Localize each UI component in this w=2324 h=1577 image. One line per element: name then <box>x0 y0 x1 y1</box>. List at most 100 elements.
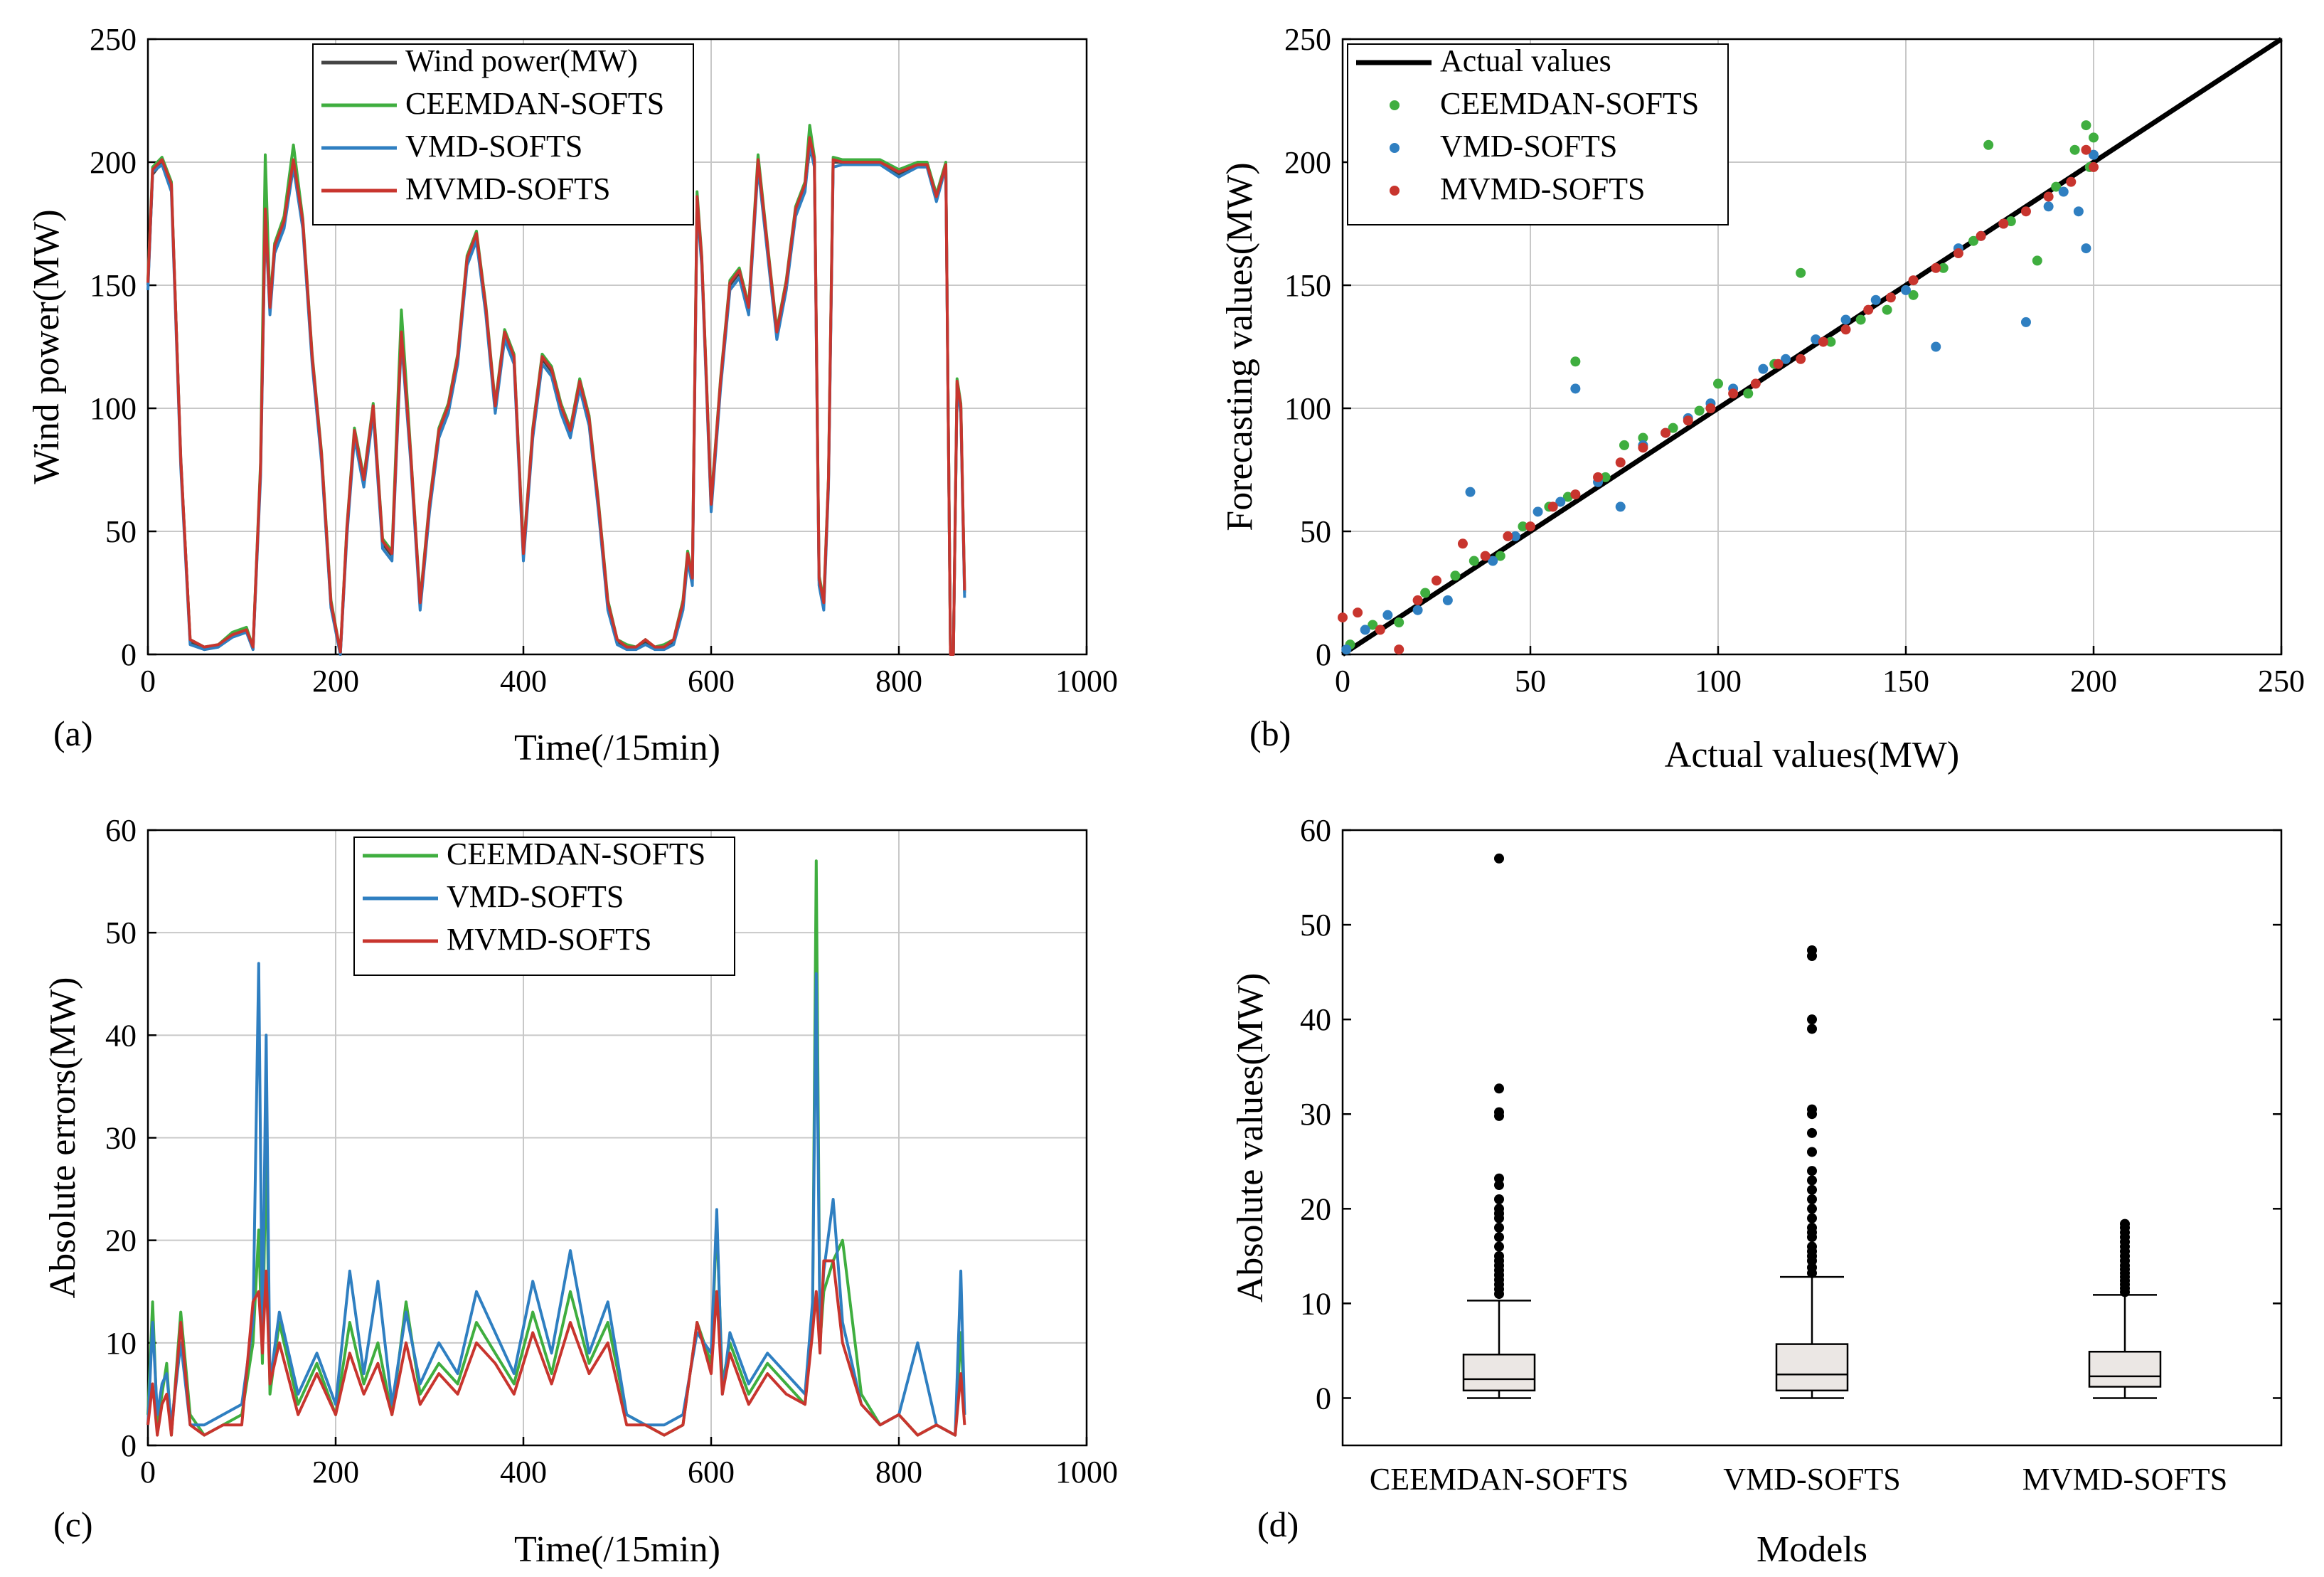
panel-b-y-axis-title: Forecasting values(MW) <box>1220 162 1260 531</box>
panel-b-point-vmd-23 <box>1901 285 1911 295</box>
panel-b-scatter: 0 50 100 150 200 250 0 50 100 150 200 250 Actual val… <box>1220 22 2305 775</box>
panel-b-point-ceemdan-15 <box>1694 405 1705 416</box>
panel-b-point-ceemdan-12 <box>1619 440 1629 450</box>
panel-a-x-axis-title: Time(/15min) <box>514 728 720 768</box>
panel-b-point-ceemdan-1 <box>1368 620 1378 630</box>
panel-d-box-1 <box>1775 1343 1849 1392</box>
panel-b-point-ceemdan-26 <box>1983 139 1994 150</box>
panel-a-letter: (a) <box>53 713 93 753</box>
panel-b-point-mvmd-20 <box>1773 359 1784 369</box>
panel-c-xtick-label-3: 600 <box>688 1455 735 1490</box>
panel-b-frame <box>1341 38 2283 656</box>
panel-d-outlier-1-22 <box>1807 945 1817 956</box>
panel-d-boxplot: 0 10 20 30 40 50 60 CEEMDAN-SOFTS VMD-SOFTS MVMD-… <box>1230 813 2283 1570</box>
panel-b-point-ceemdan-29 <box>2051 181 2062 192</box>
panel-d-outlier-0-19 <box>1494 1107 1504 1117</box>
panel-b-point-mvmd-4 <box>1412 595 1423 605</box>
panel-d-y-axis-title: Absolute values(MW) <box>1230 973 1271 1303</box>
panel-b-xtick-label-4: 200 <box>2070 664 2117 699</box>
panel-a-legend-box <box>312 43 694 225</box>
panel-a-xtick-label-4: 800 <box>875 664 922 699</box>
panel-b-point-mvmd-12 <box>1593 472 1604 482</box>
panel-c-ytick-label-1: 10 <box>105 1326 137 1361</box>
panel-c-letter: (c) <box>53 1504 93 1544</box>
panel-d-outlier-1-20 <box>1807 1014 1817 1025</box>
panel-b-xtick-label-0: 0 <box>1335 664 1350 699</box>
panel-b-point-vmd-5 <box>1465 487 1476 497</box>
panel-a-wind-power: 0 200 400 600 800 1000 0 50 100 150 200 250 Time(/15… <box>26 22 1118 768</box>
panel-b-legend-label-2: VMD-SOFTS <box>1440 129 1617 164</box>
panel-b-ytick-label-0: 0 <box>1316 637 1331 672</box>
panel-b-point-ceemdan-10 <box>1570 356 1581 367</box>
panel-b-point-mvmd-7 <box>1480 551 1491 561</box>
panel-b-point-ceemdan-33 <box>2089 132 2099 143</box>
panel-a-series-mvmd <box>146 136 966 656</box>
panel-d-outlier-1-13 <box>1807 1175 1817 1186</box>
panel-b-point-mvmd-1 <box>1353 607 1363 618</box>
panel-b-point-ceemdan-19 <box>1796 267 1806 278</box>
panel-c-legend-label-2: MVMD-SOFTS <box>447 922 652 957</box>
panel-b-point-mvmd-25 <box>1885 292 1896 303</box>
panel-b-point-ceemdan-21 <box>1855 314 1866 325</box>
panel-b-point-mvmd-11 <box>1570 489 1581 500</box>
panel-b-point-ceemdan-9 <box>1562 492 1573 502</box>
panel-d-letter: (d) <box>1257 1504 1299 1544</box>
panel-d-outlier-0-21 <box>1494 853 1504 864</box>
panel-d-outlier-1-12 <box>1807 1184 1817 1195</box>
panel-d-outlier-1-18 <box>1807 1104 1817 1115</box>
panel-d-ytick-label-1: 10 <box>1300 1286 1331 1321</box>
panel-d-outlier-1-19 <box>1807 1024 1817 1034</box>
panel-b-point-mvmd-15 <box>1661 428 1671 438</box>
panel-b-point-ceemdan-31 <box>2081 120 2091 131</box>
panel-b-point-ceemdan-20 <box>1825 336 1836 347</box>
panel-b-point-mvmd-10 <box>1547 501 1558 512</box>
panel-b-point-mvmd-13 <box>1615 457 1626 468</box>
panel-d-outlier-0-9 <box>1494 1241 1504 1252</box>
panel-d-ytick-label-6: 60 <box>1300 813 1331 848</box>
panel-b-point-ceemdan-7 <box>1518 521 1528 532</box>
panel-b-point-vmd-12 <box>1615 501 1626 512</box>
panel-d-outlier-0-10 <box>1494 1232 1504 1243</box>
panel-d-outlier-0-8 <box>1494 1251 1504 1261</box>
panel-b-point-mvmd-8 <box>1503 531 1513 541</box>
panel-b-point-ceemdan-14 <box>1668 423 1678 433</box>
panel-a-xtick-label-5: 1000 <box>1055 664 1118 699</box>
panel-a-ytick-label-3: 150 <box>90 268 137 303</box>
panel-b-point-vmd-32 <box>2081 243 2091 254</box>
panel-b-point-ceemdan-25 <box>1968 235 1979 246</box>
panel-b-point-mvmd-28 <box>1953 248 1963 259</box>
panel-c-ytick-label-4: 40 <box>105 1018 137 1053</box>
panel-b-point-ceemdan-30 <box>2069 144 2080 155</box>
panel-c-xtick-label-1: 200 <box>312 1455 359 1490</box>
panel-d-outlier-1-8 <box>1807 1222 1817 1233</box>
panel-a-ytick-label-2: 100 <box>90 391 137 426</box>
panel-d-box-2 <box>2088 1351 2162 1388</box>
panel-b-point-mvmd-35 <box>2089 161 2099 172</box>
panel-a-legend-label-0: Wind power(MW) <box>405 43 638 78</box>
panel-d-outlier-1-5 <box>1807 1241 1817 1252</box>
panel-b-point-ceemdan-5 <box>1469 556 1479 566</box>
panel-b-point-vmd-2 <box>1382 610 1393 620</box>
panel-b-point-vmd-1 <box>1360 625 1370 635</box>
panel-b-point-mvmd-18 <box>1728 388 1739 399</box>
panel-d-ytick-label-2: 20 <box>1300 1191 1331 1226</box>
panel-b-point-mvmd-3 <box>1394 644 1404 655</box>
panel-b-point-vmd-9 <box>1555 497 1566 507</box>
panel-d-category-label-2: MVMD-SOFTS <box>2022 1462 2228 1497</box>
panel-d-outlier-2-16 <box>2120 1218 2130 1229</box>
panel-b-point-mvmd-26 <box>1908 275 1919 286</box>
panel-b-ytick-label-4: 200 <box>1284 145 1331 180</box>
panel-c-xtick-label-5: 1000 <box>1055 1455 1118 1490</box>
panel-d-frame <box>1341 829 2283 1447</box>
panel-b-legend-label-3: MVMD-SOFTS <box>1440 171 1646 206</box>
panel-d-outlier-0-17 <box>1494 1173 1504 1184</box>
panel-b-point-ceemdan-2 <box>1394 617 1404 628</box>
panel-b-legend-swatch-3 <box>1390 186 1400 196</box>
panel-d-outlier-1-15 <box>1807 1147 1817 1157</box>
panel-b-point-ceemdan-28 <box>2032 255 2042 266</box>
panel-b-point-mvmd-9 <box>1525 521 1535 532</box>
panel-a-xtick-label-1: 200 <box>312 664 359 699</box>
panel-b-point-mvmd-2 <box>1375 625 1385 635</box>
panel-b-legend-label-0: Actual values <box>1440 43 1611 78</box>
